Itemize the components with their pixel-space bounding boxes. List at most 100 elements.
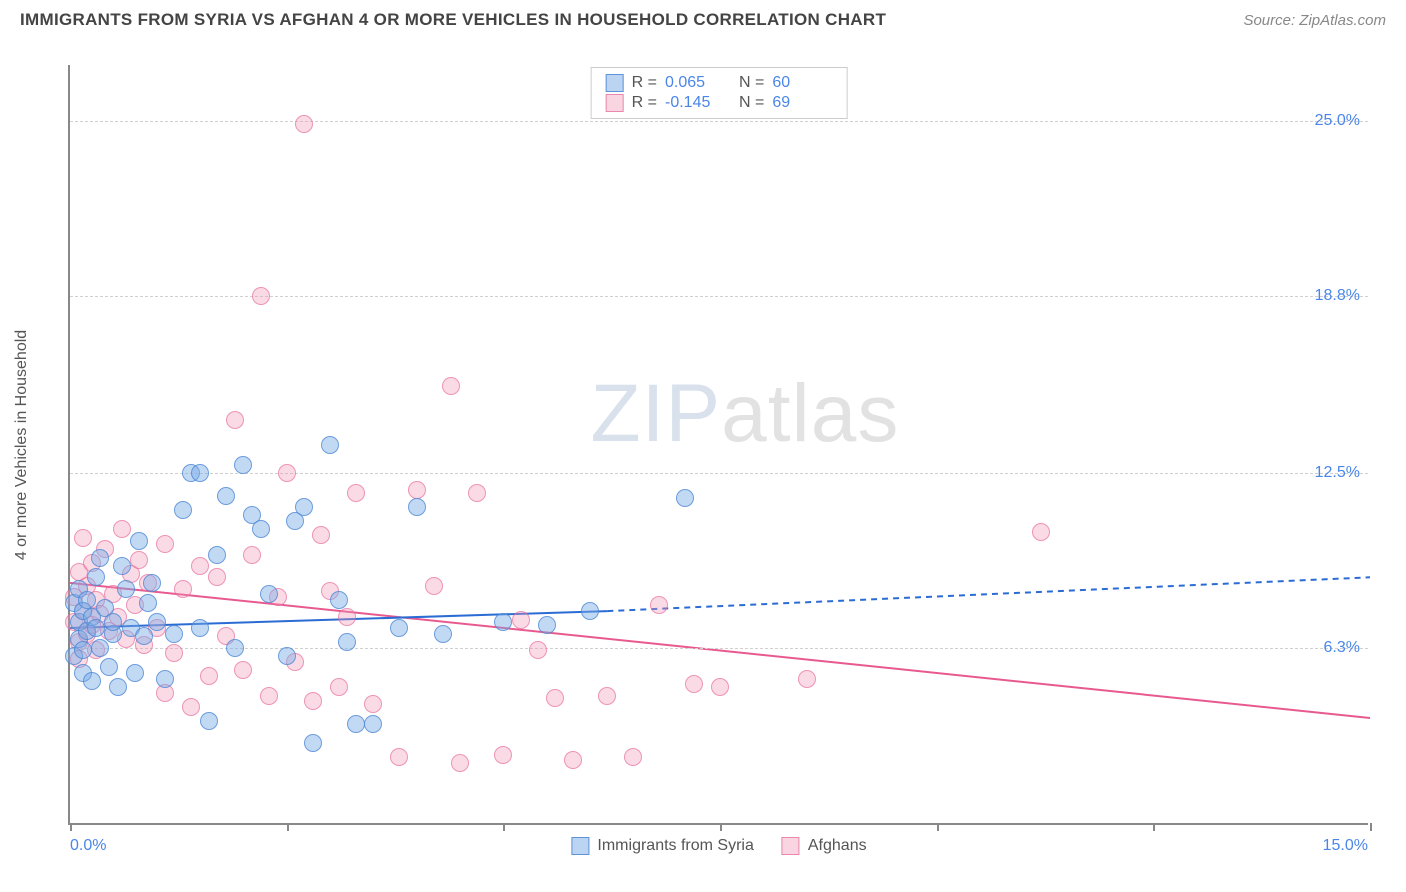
- scatter-point-syria: [226, 639, 244, 657]
- gridline: [70, 473, 1368, 474]
- scatter-point-syria: [676, 489, 694, 507]
- scatter-point-afghan: [1032, 523, 1050, 541]
- scatter-point-syria: [208, 546, 226, 564]
- scatter-point-syria: [74, 641, 92, 659]
- watermark-bold: ZIP: [591, 368, 722, 459]
- scatter-point-syria: [91, 639, 109, 657]
- scatter-point-afghan: [685, 675, 703, 693]
- scatter-point-afghan: [338, 608, 356, 626]
- scatter-point-syria: [330, 591, 348, 609]
- source-attribution: Source: ZipAtlas.com: [1243, 12, 1386, 29]
- scatter-point-syria: [278, 647, 296, 665]
- x-tick: [503, 823, 505, 831]
- legend-item-syria: Immigrants from Syria: [571, 837, 753, 855]
- scatter-point-afghan: [364, 695, 382, 713]
- scatter-point-syria: [139, 594, 157, 612]
- scatter-point-afghan: [468, 484, 486, 502]
- scatter-point-afghan: [113, 520, 131, 538]
- scatter-point-syria: [143, 574, 161, 592]
- x-tick: [1370, 823, 1372, 831]
- scatter-point-afghan: [260, 687, 278, 705]
- scatter-point-afghan: [650, 596, 668, 614]
- scatter-point-afghan: [200, 667, 218, 685]
- scatter-point-syria: [347, 715, 365, 733]
- scatter-point-syria: [104, 613, 122, 631]
- y-tick-label: 6.3%: [1324, 639, 1360, 657]
- scatter-point-afghan: [451, 754, 469, 772]
- scatter-point-syria: [581, 602, 599, 620]
- x-tick: [720, 823, 722, 831]
- scatter-point-afghan: [208, 568, 226, 586]
- scatter-point-afghan: [624, 748, 642, 766]
- n-value-syria: 60: [772, 74, 832, 92]
- scatter-point-syria: [156, 670, 174, 688]
- scatter-point-afghan: [442, 377, 460, 395]
- scatter-point-afghan: [546, 689, 564, 707]
- trendline: [607, 577, 1370, 611]
- legend-stats-row-syria: R = 0.065 N = 60: [606, 74, 833, 92]
- x-axis-max-label: 15.0%: [1323, 837, 1368, 855]
- scatter-point-syria: [538, 616, 556, 634]
- plot-area: ZIPatlas R = 0.065 N = 60 R = -0.145 N =…: [68, 65, 1368, 825]
- r-label: R =: [632, 74, 657, 92]
- scatter-point-afghan: [711, 678, 729, 696]
- scatter-point-syria: [135, 627, 153, 645]
- y-tick-label: 25.0%: [1315, 112, 1360, 130]
- r-value-afghan: -0.145: [665, 94, 725, 112]
- scatter-point-afghan: [165, 644, 183, 662]
- scatter-point-syria: [338, 633, 356, 651]
- scatter-point-afghan: [252, 287, 270, 305]
- r-label: R =: [632, 94, 657, 112]
- scatter-point-syria: [191, 464, 209, 482]
- scatter-point-syria: [217, 487, 235, 505]
- scatter-point-syria: [87, 568, 105, 586]
- scatter-point-afghan: [226, 411, 244, 429]
- scatter-point-afghan: [156, 535, 174, 553]
- scatter-point-syria: [304, 734, 322, 752]
- scatter-point-afghan: [330, 678, 348, 696]
- scatter-point-afghan: [304, 692, 322, 710]
- scatter-point-afghan: [512, 611, 530, 629]
- scatter-point-afghan: [425, 577, 443, 595]
- scatter-point-syria: [100, 658, 118, 676]
- scatter-point-syria: [78, 591, 96, 609]
- scatter-point-afghan: [243, 546, 261, 564]
- chart-header: IMMIGRANTS FROM SYRIA VS AFGHAN 4 OR MOR…: [0, 0, 1406, 38]
- scatter-point-syria: [295, 498, 313, 516]
- scatter-point-afghan: [564, 751, 582, 769]
- scatter-point-afghan: [347, 484, 365, 502]
- chart-container: 4 or more Vehicles in Household ZIPatlas…: [50, 55, 1386, 835]
- y-tick-label: 18.8%: [1315, 287, 1360, 305]
- scatter-point-syria: [234, 456, 252, 474]
- gridline: [70, 648, 1368, 649]
- y-axis-label: 4 or more Vehicles in Household: [13, 330, 31, 560]
- scatter-point-syria: [91, 549, 109, 567]
- legend-series: Immigrants from Syria Afghans: [571, 837, 866, 855]
- scatter-point-syria: [126, 664, 144, 682]
- legend-swatch-blue-icon: [606, 74, 624, 92]
- legend-stats-box: R = 0.065 N = 60 R = -0.145 N = 69: [591, 67, 848, 119]
- scatter-point-afghan: [529, 641, 547, 659]
- x-tick: [287, 823, 289, 831]
- scatter-point-afghan: [174, 580, 192, 598]
- x-tick: [1153, 823, 1155, 831]
- scatter-point-afghan: [191, 557, 209, 575]
- scatter-point-syria: [321, 436, 339, 454]
- legend-item-afghan: Afghans: [782, 837, 867, 855]
- n-value-afghan: 69: [772, 94, 832, 112]
- scatter-point-syria: [434, 625, 452, 643]
- scatter-point-syria: [494, 613, 512, 631]
- scatter-point-syria: [191, 619, 209, 637]
- x-tick: [937, 823, 939, 831]
- scatter-point-syria: [408, 498, 426, 516]
- scatter-point-syria: [165, 625, 183, 643]
- scatter-point-afghan: [390, 748, 408, 766]
- scatter-point-syria: [117, 580, 135, 598]
- scatter-point-afghan: [295, 115, 313, 133]
- scatter-point-syria: [252, 520, 270, 538]
- watermark-thin: atlas: [721, 368, 899, 459]
- y-tick-label: 12.5%: [1315, 464, 1360, 482]
- scatter-point-afghan: [494, 746, 512, 764]
- chart-title: IMMIGRANTS FROM SYRIA VS AFGHAN 4 OR MOR…: [20, 10, 886, 30]
- scatter-point-syria: [113, 557, 131, 575]
